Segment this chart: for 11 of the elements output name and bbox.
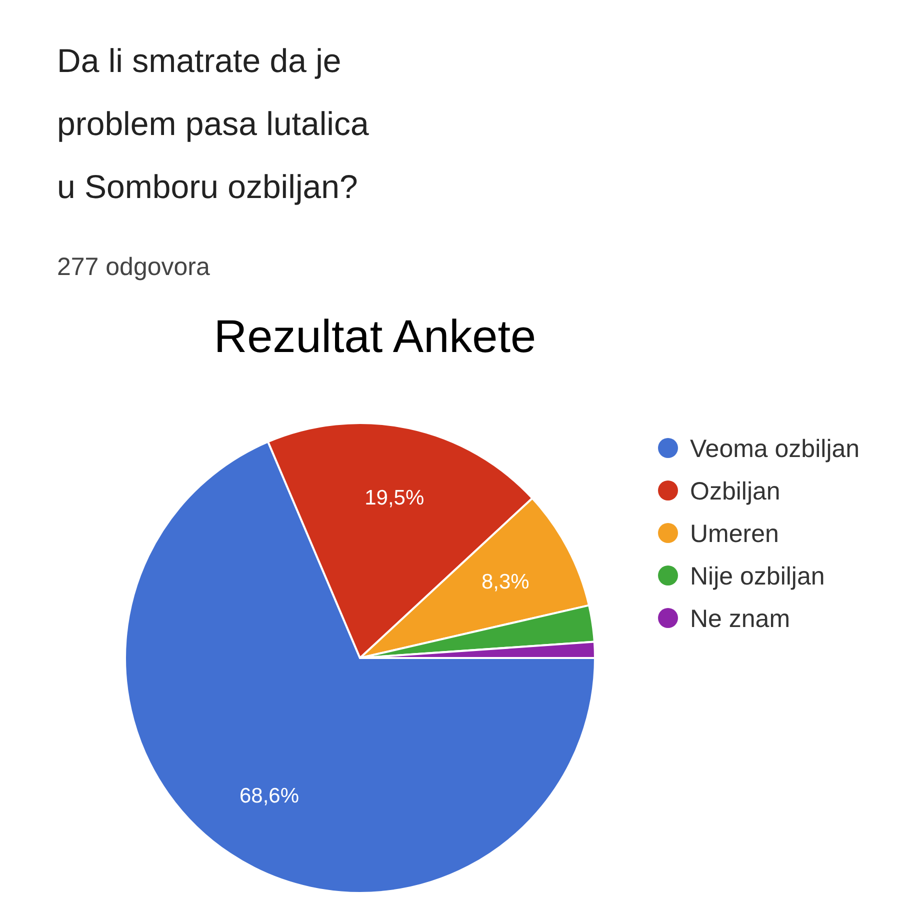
chart-title: Da li smatrate da je problem pasa lutalica u Somboru ozbiljan?: [57, 42, 370, 205]
chart-subtitle: 277 odgovora: [57, 253, 210, 281]
legend-label: Ozbiljan: [690, 477, 780, 506]
legend-label: Ne znam: [690, 604, 790, 633]
data-label: 8,3%: [481, 570, 530, 594]
data-label: 68,6%: [239, 784, 300, 808]
legend-label: Umeren: [690, 520, 779, 548]
text: Rezultat Ankete: [214, 310, 536, 362]
data-label: 19,5%: [364, 486, 424, 510]
legend-label: Nije ozbiljan: [690, 562, 825, 590]
legend-label: Veoma ozbiljan: [690, 434, 860, 463]
